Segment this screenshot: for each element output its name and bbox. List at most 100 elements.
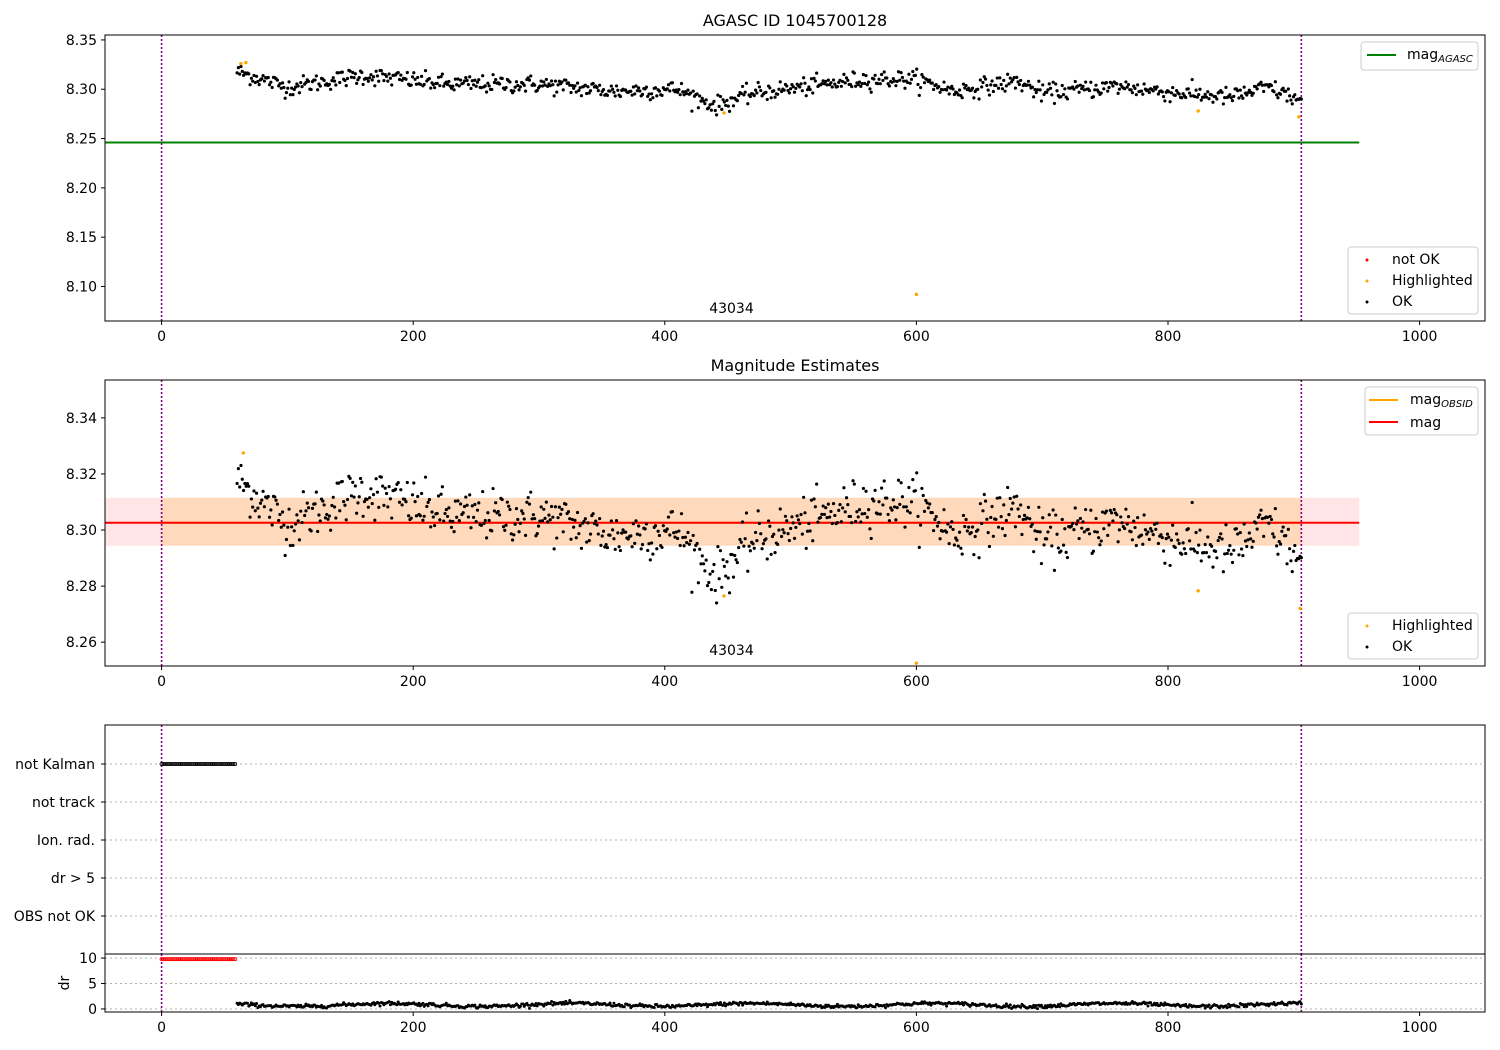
ok-point xyxy=(685,92,689,96)
ok-point xyxy=(1050,544,1054,548)
dr-clipped-point xyxy=(170,957,175,962)
ok-point xyxy=(375,74,380,78)
ok-point xyxy=(1219,532,1223,536)
ok-point xyxy=(841,79,845,84)
ok-point xyxy=(759,532,763,536)
ok-point xyxy=(578,524,582,528)
ok-point xyxy=(1255,527,1259,531)
ok-point xyxy=(830,521,834,526)
ok-point xyxy=(746,102,750,106)
ok-point xyxy=(1168,100,1172,104)
ok-point xyxy=(1019,78,1023,83)
ok-point xyxy=(613,547,617,551)
ok-point xyxy=(279,525,283,529)
dr-point xyxy=(739,1001,743,1005)
ok-point xyxy=(345,497,350,502)
ok-point xyxy=(366,79,370,83)
ok-point xyxy=(973,534,977,539)
dr-point xyxy=(521,1002,525,1006)
y-tick-label: 8.32 xyxy=(66,467,97,483)
dr-clipped-point xyxy=(221,957,226,962)
ok-point xyxy=(412,71,416,75)
x-tick-label: 1000 xyxy=(1402,674,1438,690)
ok-point xyxy=(1019,503,1023,507)
ok-point xyxy=(815,482,819,486)
ok-point xyxy=(586,521,590,525)
ok-point xyxy=(909,500,914,504)
ok-point xyxy=(360,480,364,484)
ok-point xyxy=(1225,551,1229,556)
ok-point xyxy=(443,511,447,516)
ok-point xyxy=(1278,542,1283,546)
ok-point xyxy=(769,96,773,100)
ok-point xyxy=(1108,508,1112,512)
ok-point xyxy=(614,518,619,523)
ok-point xyxy=(390,83,394,87)
ok-point xyxy=(1224,85,1228,89)
ok-point xyxy=(494,78,498,82)
ok-point xyxy=(859,84,863,89)
ok-point xyxy=(536,524,541,528)
ok-point xyxy=(986,530,990,535)
ok-point xyxy=(824,79,828,83)
ok-point xyxy=(457,84,461,88)
ok-point xyxy=(1063,87,1067,91)
ok-point xyxy=(665,87,669,91)
ok-point xyxy=(1217,535,1222,540)
ok-point xyxy=(835,520,840,525)
ok-point xyxy=(629,89,633,93)
panel2-x-ticks: 0 200 400 600 800 1000 xyxy=(157,666,1437,690)
ok-point xyxy=(740,84,745,89)
ok-point xyxy=(267,515,272,519)
ok-point xyxy=(1228,544,1232,548)
x-tick-label: 1000 xyxy=(1402,1020,1438,1036)
ok-point xyxy=(783,514,788,518)
ok-point xyxy=(1134,93,1138,97)
ok-point xyxy=(579,546,584,550)
not-kalman-flag-point xyxy=(159,762,164,767)
ok-point xyxy=(876,512,880,516)
ok-point xyxy=(865,515,869,519)
ok-point xyxy=(1155,85,1159,89)
ok-point xyxy=(805,529,810,533)
ok-point xyxy=(1142,82,1146,86)
ok-point xyxy=(1110,511,1114,515)
ok-point xyxy=(916,82,920,87)
ok-point xyxy=(1028,517,1032,521)
ok-point xyxy=(533,517,537,521)
ok-point xyxy=(260,498,264,502)
ok-point xyxy=(1272,535,1276,539)
ok-point xyxy=(991,534,995,538)
ok-point xyxy=(1241,96,1245,100)
ok-point xyxy=(796,518,801,522)
ok-point xyxy=(465,503,469,507)
ok-point xyxy=(713,108,717,113)
ok-point xyxy=(1176,538,1180,542)
ok-point xyxy=(635,532,639,536)
ok-point xyxy=(611,528,615,532)
ok-point xyxy=(447,506,451,510)
ok-point xyxy=(720,585,724,589)
ok-point xyxy=(470,79,474,83)
ok-point xyxy=(772,532,776,536)
ok-point xyxy=(1089,508,1093,512)
ok-point xyxy=(1003,533,1007,538)
not-kalman-flag-point xyxy=(178,762,183,767)
ok-point xyxy=(374,477,378,481)
ok-point xyxy=(1206,90,1210,94)
ok-point xyxy=(305,501,309,505)
ok-point xyxy=(360,70,364,75)
ok-point xyxy=(664,529,668,533)
ok-point xyxy=(253,80,257,85)
ok-point xyxy=(867,508,871,512)
ok-point xyxy=(789,526,793,531)
ok-point xyxy=(704,558,708,562)
ok-point xyxy=(829,81,833,85)
ok-point xyxy=(674,530,678,534)
ok-point xyxy=(1197,92,1201,97)
ok-point xyxy=(960,552,964,556)
dr-clipped-point xyxy=(208,957,213,962)
ok-point xyxy=(1284,89,1288,93)
ok-point xyxy=(948,525,953,529)
ok-point xyxy=(568,517,572,521)
